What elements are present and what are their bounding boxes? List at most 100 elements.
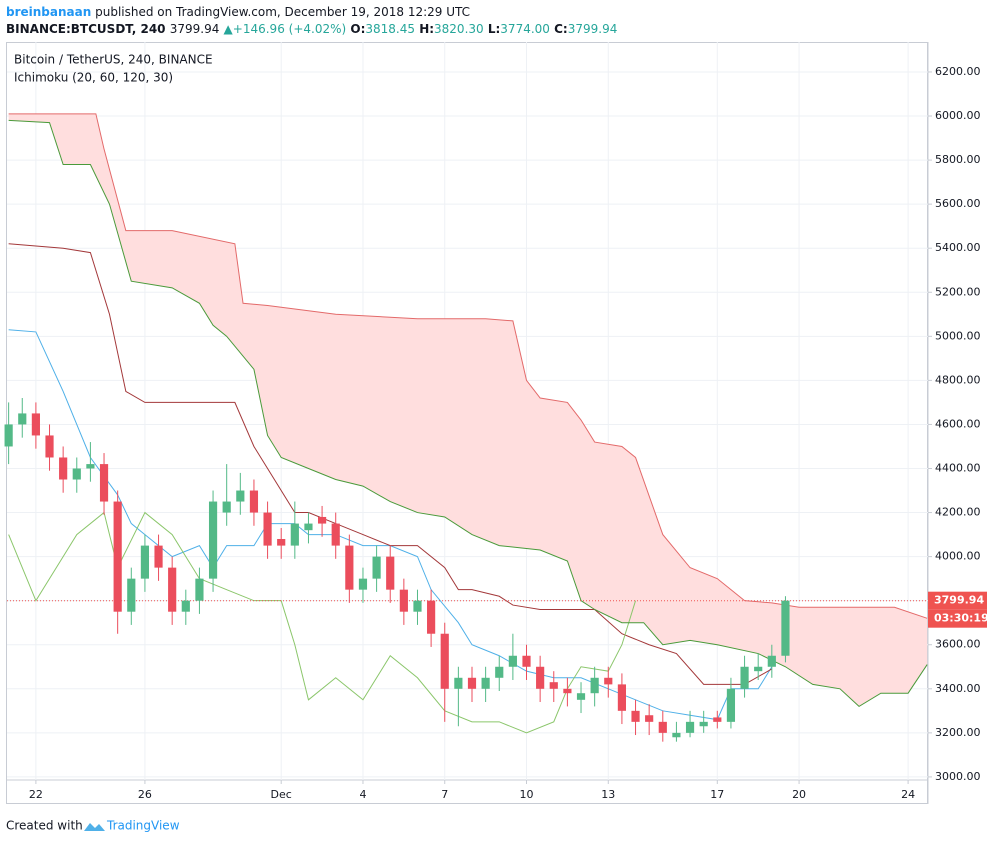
candle-body	[59, 457, 68, 480]
candle-body	[413, 600, 422, 612]
candle-body	[331, 523, 340, 546]
candle-body	[168, 567, 177, 612]
header-line: breinbanaan published on TradingView.com…	[6, 5, 470, 19]
y-tick-label: 5400.00	[935, 241, 981, 254]
candle-body	[563, 688, 572, 694]
candle-body	[576, 693, 586, 700]
last-price-box	[928, 591, 987, 610]
x-tick-label: 24	[901, 788, 915, 801]
candle-body	[263, 512, 272, 546]
y-tick-label: 4400.00	[935, 461, 981, 474]
l-value: 3774.00	[500, 22, 550, 36]
candle-body	[726, 688, 736, 722]
candle-body	[781, 600, 790, 656]
footer-text: Created with	[6, 819, 83, 833]
candle-body	[31, 413, 40, 436]
y-tick-label: 5200.00	[935, 285, 981, 298]
candle-body	[154, 545, 163, 568]
candle-body	[140, 545, 150, 579]
candle-body	[386, 556, 395, 590]
candle-body	[672, 732, 681, 738]
candle-body	[454, 677, 463, 689]
candle-body	[522, 655, 531, 667]
candle-body	[277, 538, 286, 546]
indicator-line	[8, 511, 637, 734]
candle-body	[317, 516, 327, 524]
candle-body	[399, 589, 408, 612]
footer: Created with TradingView	[6, 819, 180, 833]
y-tick-label: 5600.00	[935, 197, 981, 210]
indicator-line	[8, 119, 928, 708]
y-tick-label: 5000.00	[935, 329, 981, 342]
x-tick-label: 4	[359, 788, 366, 801]
y-tick-label: 3000.00	[935, 770, 981, 783]
candle-body	[713, 717, 722, 722]
h-value: 3820.30	[434, 22, 484, 36]
candle-body	[127, 578, 136, 612]
x-tick-label: 7	[441, 788, 448, 801]
candle-body	[549, 682, 558, 689]
y-tick-label: 6000.00	[935, 109, 981, 122]
candle-body	[249, 490, 259, 513]
candle-body	[358, 578, 368, 590]
candle-body	[754, 666, 763, 672]
symbol: BINANCE:BTCUSDT, 240	[6, 22, 166, 36]
candle-body	[617, 684, 626, 711]
c-label: C:	[554, 22, 568, 36]
last-price-label: 3799.94	[934, 594, 984, 607]
candle-body	[685, 721, 695, 733]
candle-body	[195, 578, 204, 601]
candle-body	[590, 677, 599, 694]
change: +146.96 (+4.02%)	[233, 22, 346, 36]
y-tick-label: 4200.00	[935, 506, 981, 519]
x-tick-label: 10	[520, 788, 534, 801]
h-label: H:	[419, 22, 434, 36]
candle-body	[740, 666, 749, 689]
o-value: 3818.45	[365, 22, 415, 36]
c-value: 3799.94	[568, 22, 618, 36]
candle-body	[113, 501, 122, 612]
candle-body	[631, 710, 640, 722]
candle-body	[440, 633, 449, 689]
header: breinbanaan published on TradingView.com…	[6, 5, 617, 36]
candle-body	[481, 677, 490, 689]
countdown-box	[928, 609, 987, 628]
candle-body	[767, 655, 776, 667]
indicator-line	[8, 113, 928, 619]
candle-body	[208, 501, 218, 579]
y-tick-label: 6200.00	[935, 65, 981, 78]
author[interactable]: breinbanaan	[6, 5, 91, 19]
candle-body	[86, 464, 95, 469]
candle-body	[645, 715, 654, 722]
y-tick-label: 3600.00	[935, 638, 981, 651]
candle-body	[99, 464, 109, 502]
countdown-label: 03:30:19	[934, 612, 987, 625]
candle-body	[45, 435, 54, 458]
l-label: L:	[488, 22, 500, 36]
ichimoku-cloud	[8, 113, 928, 707]
published: published on TradingView.com, December 1…	[95, 5, 470, 19]
candle-body	[508, 655, 517, 667]
footer-brand[interactable]: TradingView	[106, 819, 180, 833]
candle-body	[4, 424, 13, 447]
candle-body	[290, 523, 299, 546]
y-tick-label: 5800.00	[935, 153, 981, 166]
candle-body	[372, 556, 381, 579]
y-tick-label: 3400.00	[935, 682, 981, 695]
x-tick-label: 20	[792, 788, 806, 801]
candle-body	[18, 413, 27, 425]
candle-body	[72, 468, 81, 480]
plot	[4, 42, 928, 780]
candle-body	[467, 677, 477, 689]
candle-body	[604, 677, 613, 685]
candle-body	[658, 721, 667, 733]
y-tick-label: 4000.00	[935, 550, 981, 563]
candle-body	[495, 666, 504, 678]
x-tick-label: Dec	[271, 788, 292, 801]
indicator-label: Ichimoku (20, 60, 120, 30)	[14, 71, 173, 85]
x-tick-label: 13	[601, 788, 615, 801]
indicator-line	[8, 243, 773, 685]
candle-body	[181, 600, 190, 612]
o-label: O:	[350, 22, 365, 36]
